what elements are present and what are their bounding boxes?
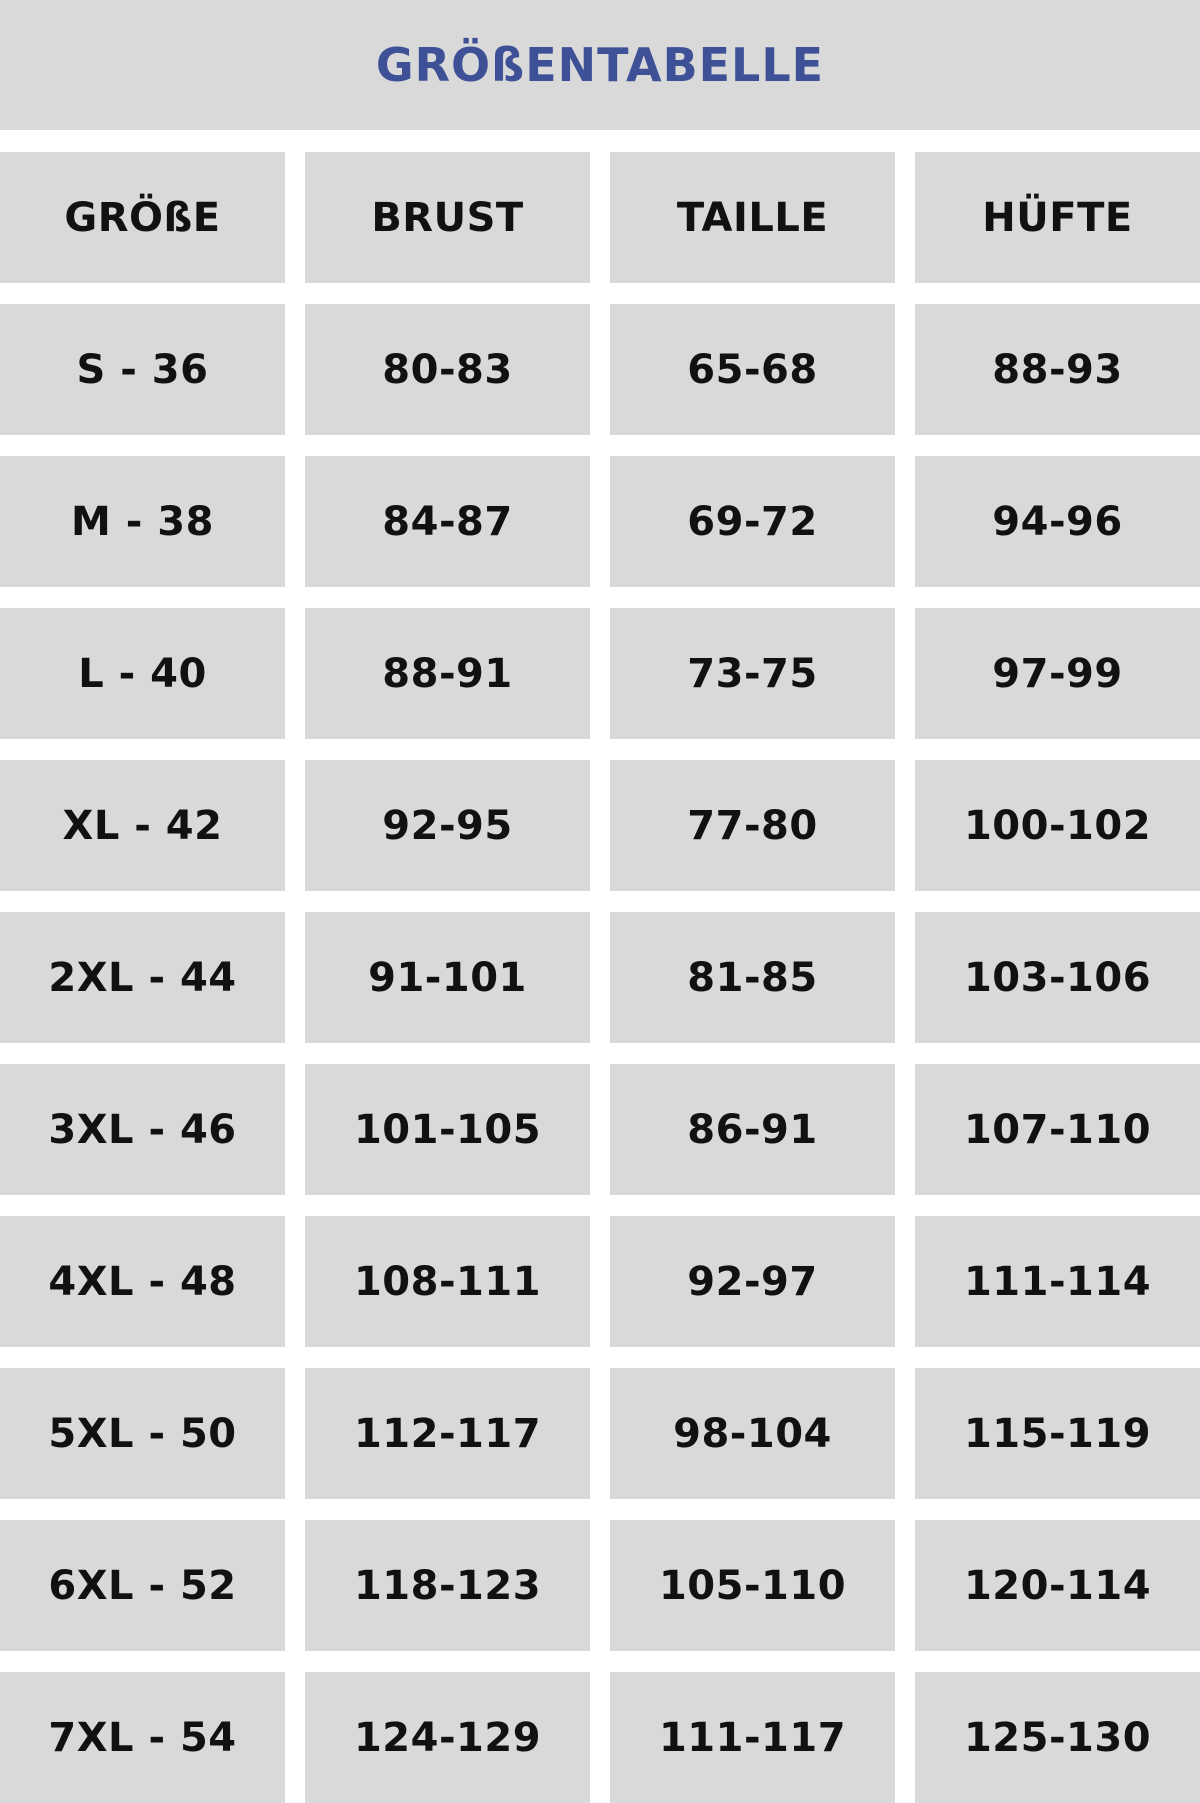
- table-cell-size: XL - 42: [0, 760, 285, 891]
- table-cell-hip: 94-96: [915, 456, 1200, 587]
- size-table: GRÖßE BRUST TAILLE HÜFTE S - 36 80-83 65-6…: [0, 152, 1200, 1803]
- table-cell-waist: 77-80: [610, 760, 895, 891]
- table-cell-waist: 105-110: [610, 1520, 895, 1651]
- table-cell-chest: 88-91: [305, 608, 590, 739]
- header-size: GRÖßE: [0, 152, 285, 283]
- table-cell-hip: 97-99: [915, 608, 1200, 739]
- header-hip: HÜFTE: [915, 152, 1200, 283]
- title-band: GRÖßENTABELLE: [0, 0, 1200, 130]
- table-cell-size: M - 38: [0, 456, 285, 587]
- table-cell-waist: 69-72: [610, 456, 895, 587]
- table-cell-hip: 125-130: [915, 1672, 1200, 1803]
- table-cell-waist: 73-75: [610, 608, 895, 739]
- table-cell-hip: 100-102: [915, 760, 1200, 891]
- table-cell-chest: 91-101: [305, 912, 590, 1043]
- table-cell-chest: 92-95: [305, 760, 590, 891]
- header-chest: BRUST: [305, 152, 590, 283]
- table-cell-size: 3XL - 46: [0, 1064, 285, 1195]
- table-cell-waist: 81-85: [610, 912, 895, 1043]
- table-cell-chest: 118-123: [305, 1520, 590, 1651]
- table-cell-size: 5XL - 50: [0, 1368, 285, 1499]
- table-cell-waist: 92-97: [610, 1216, 895, 1347]
- header-waist: TAILLE: [610, 152, 895, 283]
- table-cell-size: 6XL - 52: [0, 1520, 285, 1651]
- table-cell-size: 2XL - 44: [0, 912, 285, 1043]
- table-cell-chest: 80-83: [305, 304, 590, 435]
- table-cell-waist: 111-117: [610, 1672, 895, 1803]
- table-cell-hip: 111-114: [915, 1216, 1200, 1347]
- table-cell-hip: 120-114: [915, 1520, 1200, 1651]
- table-cell-chest: 84-87: [305, 456, 590, 587]
- table-cell-hip: 115-119: [915, 1368, 1200, 1499]
- table-cell-chest: 124-129: [305, 1672, 590, 1803]
- table-cell-chest: 112-117: [305, 1368, 590, 1499]
- table-cell-chest: 108-111: [305, 1216, 590, 1347]
- table-cell-hip: 107-110: [915, 1064, 1200, 1195]
- table-cell-waist: 65-68: [610, 304, 895, 435]
- table-cell-waist: 98-104: [610, 1368, 895, 1499]
- table-cell-size: 7XL - 54: [0, 1672, 285, 1803]
- table-cell-chest: 101-105: [305, 1064, 590, 1195]
- table-cell-size: L - 40: [0, 608, 285, 739]
- table-cell-hip: 88-93: [915, 304, 1200, 435]
- page-title: GRÖßENTABELLE: [375, 38, 825, 92]
- table-cell-hip: 103-106: [915, 912, 1200, 1043]
- table-cell-size: S - 36: [0, 304, 285, 435]
- table-cell-size: 4XL - 48: [0, 1216, 285, 1347]
- table-cell-waist: 86-91: [610, 1064, 895, 1195]
